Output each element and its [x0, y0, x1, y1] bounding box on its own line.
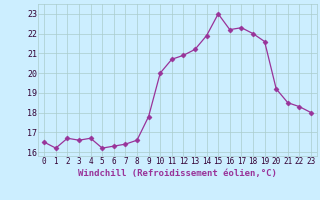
- X-axis label: Windchill (Refroidissement éolien,°C): Windchill (Refroidissement éolien,°C): [78, 169, 277, 178]
